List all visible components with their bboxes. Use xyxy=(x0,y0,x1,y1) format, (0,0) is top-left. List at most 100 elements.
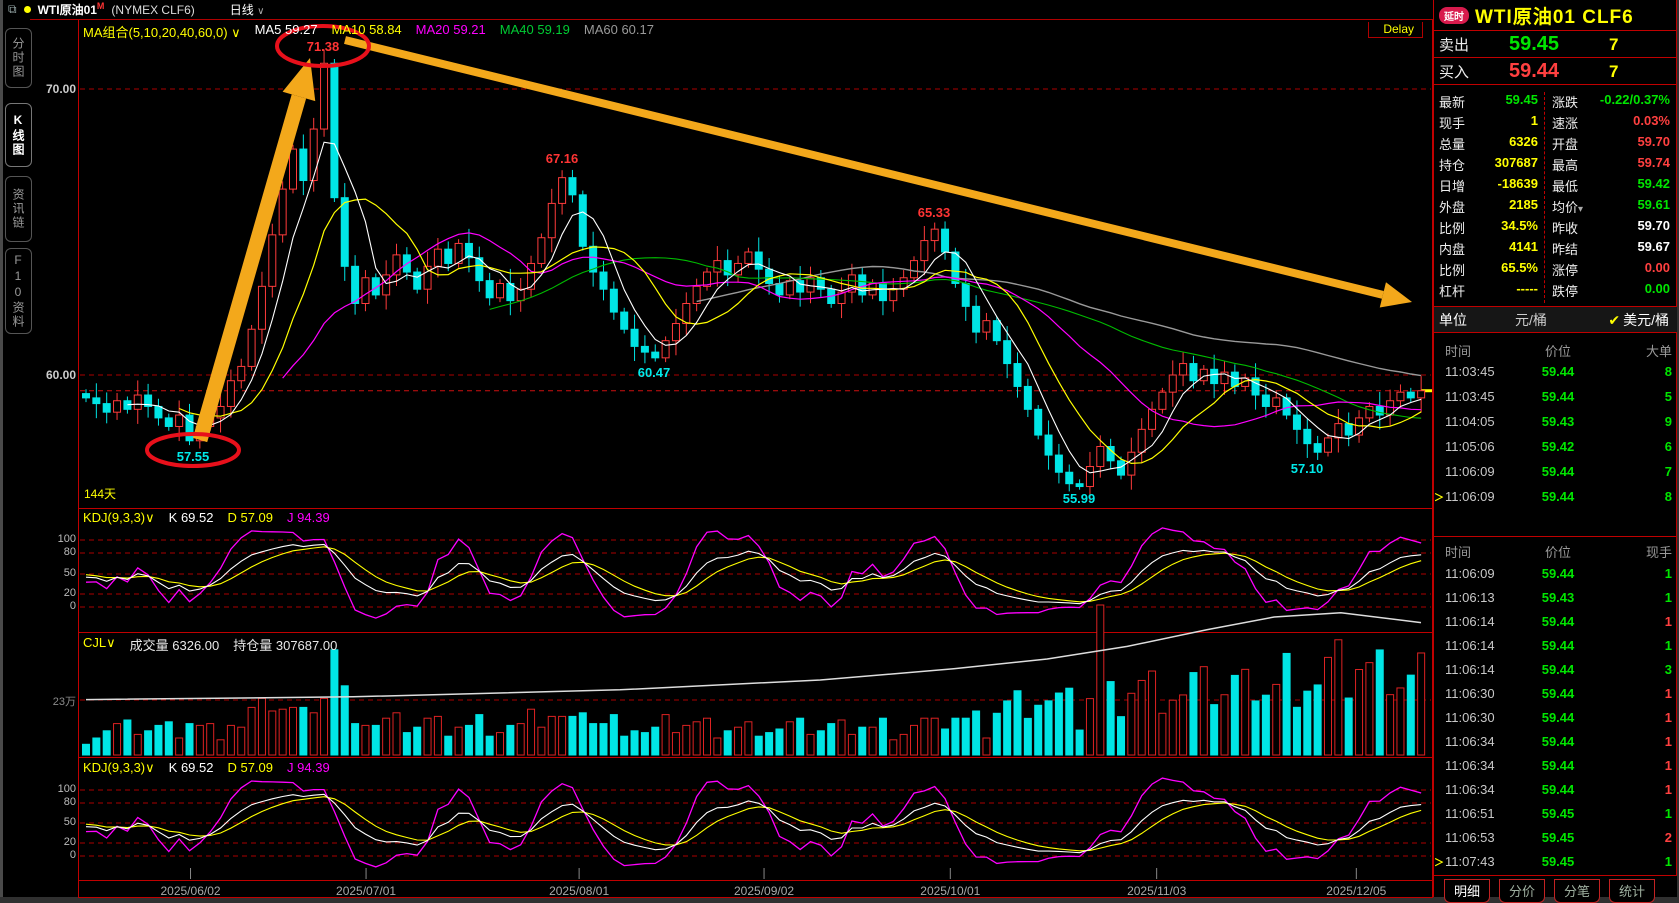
volume-value: 成交量 6326.00 xyxy=(129,638,220,653)
annotation-low3: 55.99 xyxy=(1062,491,1096,506)
tape-qty: 1 xyxy=(1664,781,1672,797)
quote-value: 59.70 xyxy=(1637,218,1670,233)
quote-value: 0.00 xyxy=(1644,260,1670,275)
check-icon: ✔ xyxy=(1608,311,1621,328)
tape-qty: 7 xyxy=(1664,463,1672,479)
quote-label: 最高 xyxy=(1552,158,1579,173)
tape-price: 59.42 xyxy=(1541,438,1575,454)
tape-time: 11:06:34 xyxy=(1445,733,1495,749)
tape-time: 11:06:51 xyxy=(1445,805,1495,821)
quote-value: -18639 xyxy=(1497,176,1538,191)
date-label: 2025/12/05 xyxy=(1326,884,1387,898)
quote-label: 外盘 xyxy=(1439,200,1466,215)
tape-tab-4[interactable]: 统计 xyxy=(1609,879,1656,903)
tape-header: 时间 价位 现手 xyxy=(1445,544,1672,560)
tape-time: 11:05:06 xyxy=(1445,438,1495,454)
annotation-high3: 65.33 xyxy=(917,205,951,220)
link-icon[interactable]: ⧉ xyxy=(8,2,17,16)
symbol-title: WTI原油01M xyxy=(37,1,105,17)
date-label: 2025/09/02 xyxy=(734,884,795,898)
kdj2-axis-label: 20 xyxy=(63,836,76,848)
quote-grid-row: 比例 34.5% 昨收 59.70 xyxy=(1434,218,1677,239)
tape-price: 59.43 xyxy=(1541,589,1575,605)
tape-price: 59.43 xyxy=(1541,413,1575,429)
quote-value: 59.67 xyxy=(1637,239,1670,254)
tick-row: 11:06:30 59.44 1 xyxy=(1434,707,1672,727)
ask-label: 卖出 xyxy=(1439,37,1470,54)
unit-row: 单位 元/桶 ✔ 美元/桶 xyxy=(1434,306,1677,333)
tape-price: 59.45 xyxy=(1541,853,1575,869)
tape-tab-3[interactable]: 分笔 xyxy=(1554,879,1601,903)
quote-grid-divider xyxy=(1544,92,1545,303)
sidebar-tab-3[interactable]: 资讯链 xyxy=(5,176,32,242)
tape-qty: 1 xyxy=(1664,757,1672,773)
tape-price: 59.44 xyxy=(1541,733,1575,749)
kline-chart-area[interactable]: MA组合(5,10,20,40,60,0) ∨ MA5 59.27 MA10 58… xyxy=(78,0,1433,903)
sidebar-tab-1[interactable]: 分时图 xyxy=(5,28,32,88)
kdj2-axis-label: 80 xyxy=(63,796,76,808)
quote-label: 昨收 xyxy=(1552,221,1579,236)
tape-price: 59.44 xyxy=(1541,363,1575,379)
ma-combo-selector[interactable]: MA组合(5,10,20,40,60,0) ∨ xyxy=(83,25,241,40)
quote-label: 开盘 xyxy=(1552,137,1579,152)
bid-row[interactable]: 买入 59.44 7 xyxy=(1434,58,1677,85)
kdj2-axis-label: 0 xyxy=(69,849,76,861)
date-label: 2025/07/01 xyxy=(336,884,397,898)
tape-qty: 8 xyxy=(1664,363,1672,379)
tick-row: 11:06:13 59.43 1 xyxy=(1434,587,1672,607)
kline-chart-svg[interactable] xyxy=(78,0,1433,903)
tape-price: 59.44 xyxy=(1541,661,1575,677)
tape-time: 11:06:14 xyxy=(1445,637,1495,653)
quote-value: 59.42 xyxy=(1637,176,1670,191)
quote-label: 最低 xyxy=(1552,179,1579,194)
kdj-j-value: J 94.39 xyxy=(287,510,330,525)
quote-title: WTI原油01 CLF6 xyxy=(1475,6,1634,28)
period-selector[interactable]: 日线 ∨ xyxy=(229,3,265,17)
triangle-down-icon[interactable]: ▾ xyxy=(1578,204,1584,215)
ma-value-ma10: MA10 58.84 xyxy=(331,22,402,37)
date-label: 2025/11/03 xyxy=(1127,884,1187,898)
tape-qty: 1 xyxy=(1664,805,1672,821)
kdj2-d-value: D 57.09 xyxy=(227,760,274,775)
tape-qty: 1 xyxy=(1664,565,1672,581)
tape-qty: 1 xyxy=(1664,613,1672,629)
window-left-border xyxy=(0,0,3,903)
tape-marker-icon: ＞ xyxy=(1434,857,1444,869)
sidebar-tab-2[interactable]: K线图 xyxy=(5,103,32,167)
kdj-selector[interactable]: KDJ(9,3,3)∨ xyxy=(83,510,155,525)
tape-marker-icon: ＞ xyxy=(1434,492,1444,504)
unit-cny-option[interactable]: 元/桶 xyxy=(1515,311,1547,328)
unit-usd-option[interactable]: ✔ 美元/桶 xyxy=(1608,311,1669,328)
window-topbar: ⧉ WTI原油01M (NYMEX CLF6) 日线 ∨ xyxy=(8,0,1428,19)
ask-row[interactable]: 卖出 59.45 7 xyxy=(1434,31,1677,58)
tape-price: 59.45 xyxy=(1541,805,1575,821)
tape-time: 11:03:45 xyxy=(1445,388,1495,404)
tape-time: 11:07:43 xyxy=(1445,853,1495,869)
quote-value: -0.22/0.37% xyxy=(1599,92,1670,107)
annotation-low4: 57.10 xyxy=(1290,461,1324,476)
quote-value: 59.74 xyxy=(1637,155,1670,170)
quote-value: 1 xyxy=(1530,113,1538,128)
big-order-row: 11:03:45 59.44 5 xyxy=(1434,386,1672,406)
tape-tab-2[interactable]: 分价 xyxy=(1499,879,1546,903)
window-right-border xyxy=(1676,0,1679,903)
kdj2-indicator-row: KDJ(9,3,3)∨ K 69.52 D 57.09 J 94.39 xyxy=(83,760,330,776)
big-order-row: 11:06:09 59.44 7 xyxy=(1434,461,1672,481)
tape-time: 11:06:14 xyxy=(1445,613,1495,629)
annotation-peak-price: 71.38 xyxy=(306,39,340,54)
annotation-low2: 60.47 xyxy=(637,365,671,380)
quote-grid-row: 比例 65.5% 涨停 0.00 xyxy=(1434,260,1677,281)
chevron-down-icon: ∨ xyxy=(106,635,116,650)
kdj-d-value: D 57.09 xyxy=(227,510,274,525)
sidebar-tab-4[interactable]: F10资料 xyxy=(5,248,32,334)
quote-grid-row: 日增 -18639 最低 59.42 xyxy=(1434,176,1677,197)
kdj2-selector[interactable]: KDJ(9,3,3)∨ xyxy=(83,760,155,775)
quote-value: 65.5% xyxy=(1501,260,1538,275)
tape-price: 59.45 xyxy=(1541,829,1575,845)
date-label: 2025/10/01 xyxy=(920,884,981,898)
tape-tab-1[interactable]: 明细 xyxy=(1444,879,1491,903)
tape-qty: 8 xyxy=(1664,488,1672,504)
quote-label: 涨停 xyxy=(1552,263,1579,278)
tape-price: 59.44 xyxy=(1541,637,1575,653)
cjl-selector[interactable]: CJL∨ xyxy=(83,635,116,650)
